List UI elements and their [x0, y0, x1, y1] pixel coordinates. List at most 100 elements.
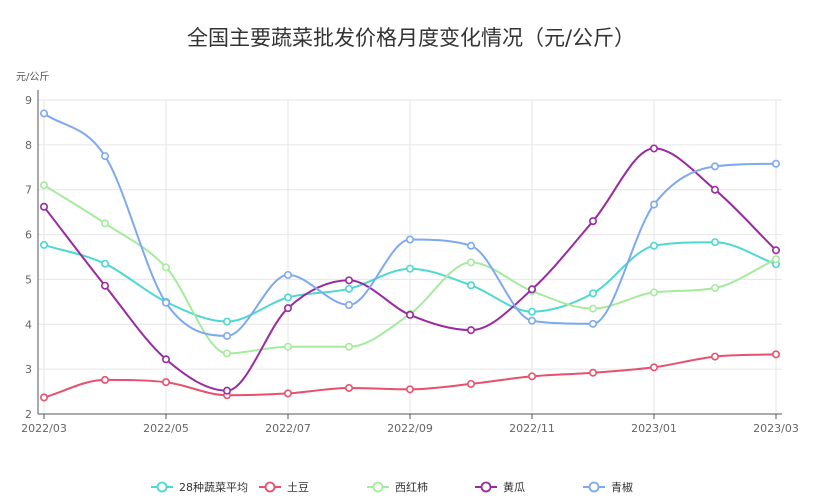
data-point: [466, 379, 475, 388]
axes: 2 3 4 5 6 7 8 9 2022/03 2022/05 2022/07 2022/09 2022…: [21, 90, 799, 435]
series-group: [39, 350, 780, 402]
x-tick-label: 2022/09: [387, 422, 433, 435]
data-point: [283, 342, 292, 351]
data-point: [588, 217, 597, 226]
data-point: [588, 319, 597, 328]
legend-marker: [156, 481, 168, 493]
data-point: [223, 349, 232, 358]
x-tick-label: 2022/11: [509, 422, 555, 435]
data-point: [344, 284, 353, 293]
y-tick-label: 5: [25, 273, 32, 286]
legend-item[interactable]: 黄瓜: [475, 480, 525, 494]
data-point: [710, 283, 719, 292]
data-point: [162, 355, 171, 364]
y-tick-label: 8: [25, 139, 32, 152]
data-point: [283, 389, 292, 398]
data-point: [649, 288, 658, 297]
data-point: [344, 342, 353, 351]
data-point: [223, 317, 232, 326]
data-point: [39, 181, 48, 190]
data-point: [101, 281, 110, 290]
data-point: [466, 281, 475, 290]
data-point: [101, 219, 110, 228]
x-tick-label: 2023/01: [631, 422, 677, 435]
legend-item[interactable]: 土豆: [259, 481, 309, 494]
y-tick-label: 4: [25, 318, 32, 331]
data-point: [344, 383, 353, 392]
data-point: [405, 264, 414, 273]
series-line: [43, 112, 777, 337]
data-point: [466, 241, 475, 250]
data-point: [771, 246, 780, 255]
legend-marker: [372, 481, 384, 493]
data-point: [405, 385, 414, 394]
series-lines: [39, 109, 780, 402]
legend-label: 西红柿: [395, 480, 428, 494]
x-tick-label: 2022/07: [265, 422, 311, 435]
data-point: [527, 285, 536, 294]
y-tick-label: 6: [25, 229, 32, 242]
legend-label: 土豆: [287, 481, 309, 494]
data-point: [39, 109, 48, 118]
chart-title: 全国主要蔬菜批发价格月度变化情况（元/公斤）: [187, 26, 635, 50]
data-point: [710, 162, 719, 171]
data-point: [771, 350, 780, 359]
legend-item[interactable]: 青椒: [583, 480, 633, 494]
data-point: [101, 152, 110, 161]
data-point: [771, 255, 780, 264]
data-point: [649, 241, 658, 250]
data-point: [588, 289, 597, 298]
data-point: [527, 372, 536, 381]
y-tick-label: 3: [25, 363, 32, 376]
data-point: [223, 386, 232, 395]
legend-label: 黄瓜: [503, 480, 525, 494]
x-tick-label: 2022/05: [143, 422, 189, 435]
data-point: [101, 375, 110, 384]
y-tick-label: 7: [25, 184, 32, 197]
series-group: [39, 109, 780, 340]
data-point: [344, 300, 353, 309]
grid-lines: [38, 99, 782, 414]
legend-marker: [480, 481, 492, 493]
x-tick-label: 2023/03: [753, 422, 799, 435]
data-point: [162, 378, 171, 387]
data-point: [162, 263, 171, 272]
legend-item[interactable]: 西红柿: [367, 480, 428, 494]
data-point: [771, 159, 780, 168]
data-point: [649, 144, 658, 153]
data-point: [405, 310, 414, 319]
y-tick-label: 9: [25, 94, 32, 107]
data-point: [283, 304, 292, 313]
data-point: [710, 238, 719, 247]
y-tick-label: 2: [25, 408, 32, 421]
data-point: [710, 352, 719, 361]
data-point: [223, 331, 232, 340]
data-point: [466, 326, 475, 335]
y-axis-unit-label: 元/公斤: [16, 71, 49, 83]
series-group: [39, 144, 780, 395]
data-point: [283, 270, 292, 279]
data-point: [649, 363, 658, 372]
data-point: [405, 235, 414, 244]
data-point: [527, 307, 536, 316]
data-point: [466, 258, 475, 267]
legend: 28种蔬菜平均 土豆 西红柿 黄瓜 青椒: [151, 480, 633, 494]
data-point: [283, 293, 292, 302]
data-point: [710, 185, 719, 194]
legend-item[interactable]: 28种蔬菜平均: [151, 480, 248, 494]
legend-label: 28种蔬菜平均: [179, 480, 248, 494]
x-tick-label: 2022/03: [21, 422, 67, 435]
data-point: [39, 240, 48, 249]
data-point: [527, 316, 536, 325]
data-point: [39, 202, 48, 211]
data-point: [101, 259, 110, 268]
legend-marker: [264, 481, 276, 493]
legend-marker: [588, 481, 600, 493]
data-point: [39, 393, 48, 402]
data-point: [162, 298, 171, 307]
legend-label: 青椒: [611, 480, 633, 494]
data-point: [588, 368, 597, 377]
data-point: [344, 276, 353, 285]
